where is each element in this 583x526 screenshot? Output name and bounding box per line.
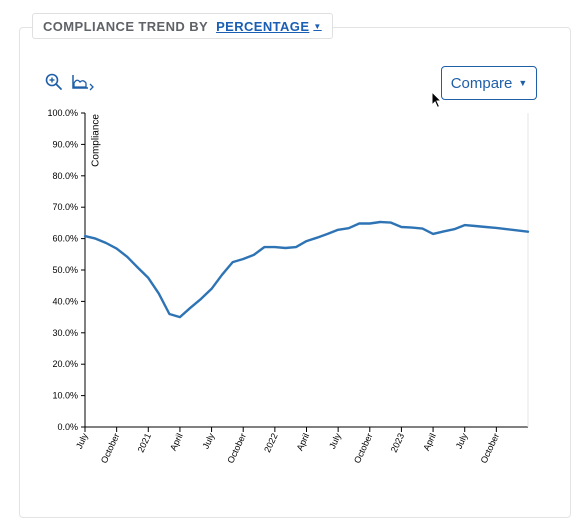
x-tick-label: July: [327, 431, 343, 450]
x-tick-label: April: [168, 432, 185, 453]
compare-button[interactable]: Compare ▼: [441, 66, 537, 100]
metric-dropdown[interactable]: PERCENTAGE ▼: [216, 19, 322, 34]
y-tick-label: 40.0%: [52, 296, 78, 306]
zoom-in-icon[interactable]: [45, 73, 63, 96]
x-tick-label: 2021: [136, 432, 154, 454]
compare-button-label: Compare: [450, 74, 513, 92]
chart-header-title: COMPLIANCE TREND BY: [43, 18, 209, 34]
x-tick-label: October: [99, 432, 122, 465]
x-tick-label: 2023: [389, 432, 407, 454]
y-tick-label: 0.0%: [57, 422, 78, 432]
area-chart-icon[interactable]: [71, 73, 97, 98]
mouse-pointer-icon: [431, 90, 443, 114]
x-tick-label: October: [225, 432, 248, 465]
metric-dropdown-label: PERCENTAGE: [216, 18, 310, 34]
y-axis-label: Compliance: [90, 114, 101, 167]
chart-panel: [19, 27, 571, 518]
y-tick-label: 100.0%: [47, 108, 78, 118]
chevron-down-icon: ▼: [518, 78, 528, 88]
y-tick-label: 90.0%: [52, 139, 78, 149]
x-tick-label: July: [201, 431, 217, 450]
y-tick-label: 80.0%: [52, 171, 78, 181]
y-tick-label: 70.0%: [52, 202, 78, 212]
y-tick-label: 50.0%: [52, 265, 78, 275]
compliance-series-line: [83, 220, 530, 319]
x-tick-label: April: [295, 432, 312, 453]
chart-header: COMPLIANCE TREND BY PERCENTAGE ▼: [32, 13, 333, 39]
y-tick-label: 60.0%: [52, 234, 78, 244]
y-tick-label: 20.0%: [52, 359, 78, 369]
x-tick-label: October: [352, 432, 375, 465]
y-tick-label: 30.0%: [52, 328, 78, 338]
x-tick-label: July: [74, 431, 90, 450]
x-tick-label: April: [421, 432, 438, 453]
x-tick-label: October: [479, 432, 502, 465]
y-tick-label: 10.0%: [52, 391, 78, 401]
x-tick-label: July: [454, 431, 470, 450]
x-tick-label: 2022: [262, 432, 280, 454]
chevron-down-icon: ▼: [313, 21, 322, 31]
